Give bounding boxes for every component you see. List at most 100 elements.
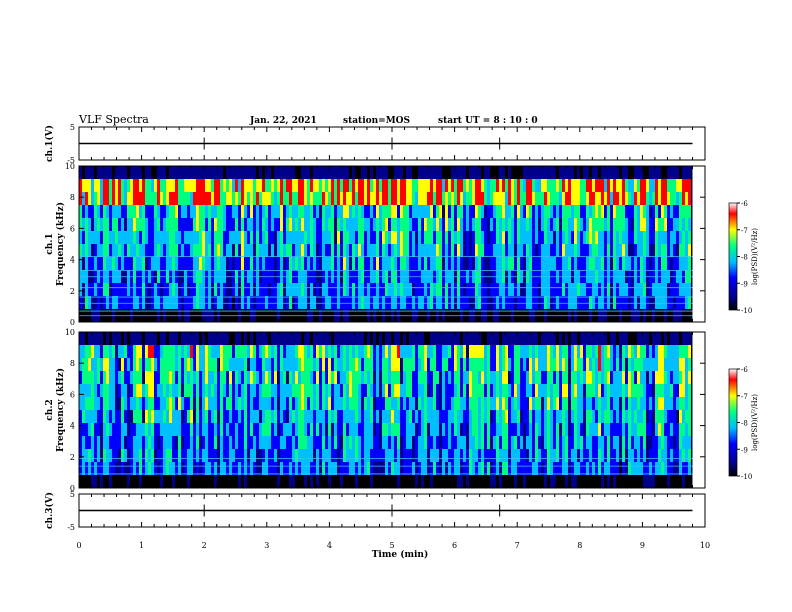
spectrogram-cell bbox=[634, 218, 637, 232]
spectrogram-cell bbox=[559, 397, 562, 411]
spectrogram-cell bbox=[430, 345, 433, 359]
spectrogram-cell bbox=[667, 257, 670, 271]
spectrogram-cell bbox=[601, 218, 604, 232]
spectrogram-cell bbox=[649, 371, 652, 385]
spectrogram-cell bbox=[310, 257, 313, 271]
spectrogram-cell bbox=[394, 257, 397, 271]
spectrogram-cell bbox=[253, 345, 256, 359]
spectrogram-cell bbox=[127, 423, 130, 437]
spectrogram-cell bbox=[304, 332, 307, 346]
spectrogram-cell bbox=[298, 397, 301, 411]
spectrogram-cell bbox=[376, 384, 379, 398]
spectrogram-cell bbox=[514, 397, 517, 411]
spectrogram-cell bbox=[343, 397, 346, 411]
spectrogram-cell bbox=[352, 397, 355, 411]
spectrogram-cell bbox=[97, 205, 100, 219]
spectrogram-cell bbox=[292, 345, 295, 359]
spectrogram-cell bbox=[424, 244, 427, 258]
spectrogram-cell bbox=[136, 410, 139, 424]
spectrogram-cell bbox=[436, 179, 439, 193]
spectrogram-cell bbox=[145, 449, 148, 463]
spectrogram-cell bbox=[301, 257, 304, 271]
spectrogram-cell bbox=[562, 384, 565, 398]
spectrogram-cell bbox=[292, 462, 295, 476]
spectrogram-cell bbox=[229, 296, 232, 310]
spectrogram-cell bbox=[439, 397, 442, 411]
spectrogram-cell bbox=[130, 179, 133, 193]
spectrogram-cell bbox=[193, 384, 196, 398]
spectrogram-cell bbox=[391, 283, 394, 297]
spectrogram-cell bbox=[505, 410, 508, 424]
spectrogram-cell bbox=[331, 244, 334, 258]
spectrogram-cell bbox=[301, 436, 304, 450]
spectrogram-cell bbox=[646, 397, 649, 411]
spectrogram-cell bbox=[88, 257, 91, 271]
spectrogram-cell bbox=[208, 384, 211, 398]
spectrogram-cell bbox=[289, 410, 292, 424]
spectrogram-cell bbox=[463, 462, 466, 476]
spectrogram-cell bbox=[532, 192, 535, 206]
spectrogram-cell bbox=[637, 283, 640, 297]
spectrogram-cell bbox=[457, 179, 460, 193]
spectrogram-cell bbox=[232, 231, 235, 245]
spectrogram-cell bbox=[226, 345, 229, 359]
spectrogram-cell bbox=[349, 192, 352, 206]
spectrogram-cell bbox=[190, 371, 193, 385]
spectrogram-cell bbox=[166, 244, 169, 258]
spectrogram-cell bbox=[538, 218, 541, 232]
spectrogram-cell bbox=[124, 475, 127, 489]
spectrogram-cell bbox=[394, 423, 397, 437]
spectrogram-cell bbox=[460, 283, 463, 297]
spectrogram-cell bbox=[472, 179, 475, 193]
spectrogram-cell bbox=[388, 257, 391, 271]
spectrogram-cell bbox=[586, 283, 589, 297]
spectrogram-cell bbox=[94, 449, 97, 463]
spectrogram-cell bbox=[601, 332, 604, 346]
spectrogram-cell bbox=[142, 436, 145, 450]
spectrogram-cell bbox=[181, 410, 184, 424]
spectrogram-cell bbox=[196, 423, 199, 437]
spectrogram-cell bbox=[385, 231, 388, 245]
spectrogram-cell bbox=[319, 410, 322, 424]
spectrogram-cell bbox=[124, 410, 127, 424]
spectrogram-cell bbox=[112, 244, 115, 258]
spectrogram-cell bbox=[352, 192, 355, 206]
spectrogram-cell bbox=[253, 475, 256, 489]
spectrogram-cell bbox=[118, 244, 121, 258]
spectrogram-cell bbox=[454, 410, 457, 424]
spectrogram-cell bbox=[223, 192, 226, 206]
spectrogram-cell bbox=[568, 244, 571, 258]
spectrogram-cell bbox=[454, 296, 457, 310]
spectrogram-cell bbox=[547, 358, 550, 372]
spectrogram-cell bbox=[199, 244, 202, 258]
spectrogram-cell bbox=[247, 231, 250, 245]
spectrogram-cell bbox=[97, 449, 100, 463]
spectrogram-cell bbox=[535, 192, 538, 206]
spectrogram-cell bbox=[232, 345, 235, 359]
spectrogram-cell bbox=[280, 397, 283, 411]
spectrogram-cell bbox=[586, 410, 589, 424]
spectrogram-cell bbox=[481, 384, 484, 398]
spectrogram-cell bbox=[508, 179, 511, 193]
spectrogram-cell bbox=[202, 358, 205, 372]
spectrogram-cell bbox=[577, 166, 580, 180]
spectrogram-cell bbox=[178, 423, 181, 437]
spectrogram-cell bbox=[373, 244, 376, 258]
spectrogram-cell bbox=[589, 462, 592, 476]
spectrogram-cell bbox=[421, 283, 424, 297]
spectrogram-cell bbox=[553, 436, 556, 450]
spectrogram-cell bbox=[85, 205, 88, 219]
spectrogram-cell bbox=[325, 283, 328, 297]
spectrogram-cell bbox=[199, 462, 202, 476]
spectrogram-cell bbox=[166, 166, 169, 180]
spectrogram-cell bbox=[259, 462, 262, 476]
spectrogram-cell bbox=[391, 205, 394, 219]
spectrogram-cell bbox=[187, 462, 190, 476]
spectrogram-cell bbox=[328, 283, 331, 297]
spectrogram-cell bbox=[658, 166, 661, 180]
spectrogram-cell bbox=[103, 410, 106, 424]
spectrogram-cell bbox=[283, 244, 286, 258]
spectrogram-cell bbox=[538, 462, 541, 476]
spectrogram-cell bbox=[541, 436, 544, 450]
spectrogram-cell bbox=[496, 205, 499, 219]
